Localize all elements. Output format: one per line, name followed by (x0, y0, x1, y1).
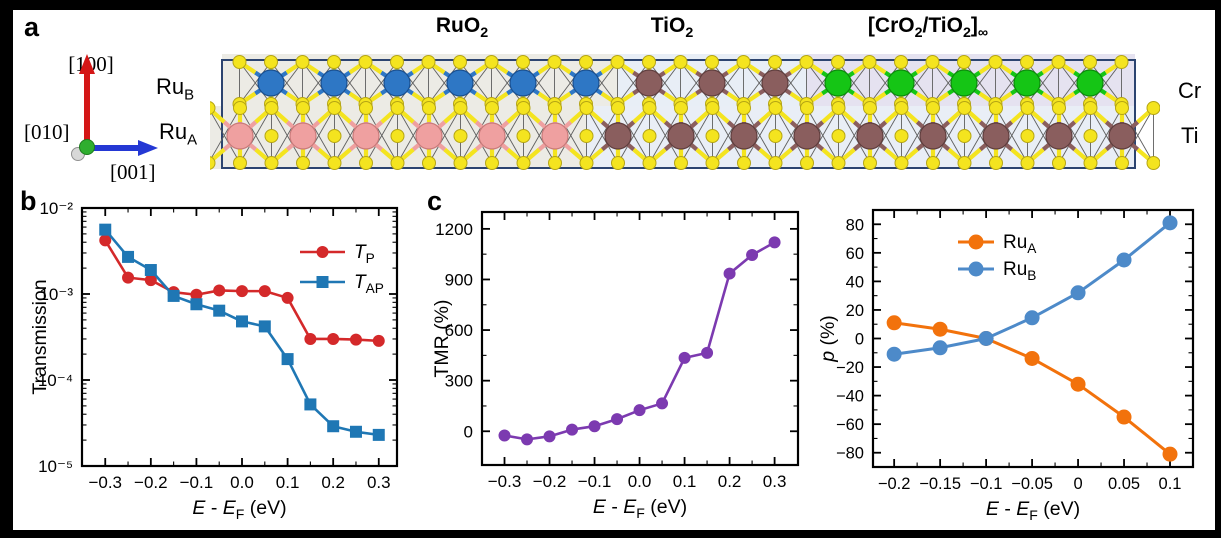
region-label-ruo2: RuO2 (435, 14, 489, 42)
svg-text:TAP: TAP (354, 272, 384, 296)
svg-text:10⁻²: 10⁻² (39, 199, 73, 218)
svg-text:−0.2: −0.2 (878, 475, 911, 493)
svg-text:−80: −80 (836, 445, 864, 463)
svg-text:p (%): p (%) (820, 315, 839, 363)
svg-text:E - EF (eV): E - EF (eV) (192, 497, 286, 522)
svg-text:0.1: 0.1 (673, 472, 697, 491)
svg-text:900: 900 (445, 270, 473, 289)
row-label-ti: Ti (1181, 123, 1199, 148)
svg-text:−0.15: −0.15 (919, 475, 961, 493)
svg-text:10⁻⁴: 10⁻⁴ (38, 371, 73, 390)
svg-text:0.1: 0.1 (276, 473, 300, 492)
crystal-structure-diagram (210, 54, 1160, 170)
svg-text:−0.1: −0.1 (180, 473, 214, 492)
svg-text:−0.1: −0.1 (578, 472, 612, 491)
svg-text:−0.3: −0.3 (88, 473, 122, 492)
svg-text:0.05: 0.05 (1108, 475, 1140, 493)
svg-text:TP: TP (354, 242, 375, 266)
svg-text:600: 600 (445, 321, 473, 340)
svg-text:−0.1: −0.1 (970, 475, 1003, 493)
crystal-axes-icon (71, 54, 158, 161)
transmission-chart: −0.3 −0.2 −0.1 0.0 0.1 0.2 0.3 10⁻⁵ 10⁻⁴ 10⁻³ 10⁻²… (30, 199, 399, 522)
svg-text:0: 0 (464, 422, 473, 441)
panel-c-letter: c (427, 186, 443, 216)
svg-text:1200: 1200 (435, 220, 473, 239)
svg-text:−40: −40 (836, 388, 864, 406)
svg-text:10⁻³: 10⁻³ (39, 285, 73, 304)
spin-polarization-chart: −0.2 −0.15 −0.1 −0.05 0 0.05 0.1 −80 −60 −40 −20 0 2… (820, 208, 1195, 523)
svg-text:40: 40 (846, 273, 864, 291)
svg-text:E - EF (eV): E - EF (eV) (986, 498, 1080, 523)
svg-text:80: 80 (846, 216, 864, 234)
row-label-cr: Cr (1178, 78, 1202, 103)
row-label-rua: RuA (159, 119, 198, 149)
svg-text:RuB: RuB (1003, 259, 1036, 283)
row-label-rub: RuB (156, 74, 195, 104)
svg-text:−60: −60 (836, 416, 864, 434)
svg-text:0.1: 0.1 (1159, 475, 1182, 493)
region-label-cro2-tio2: [CrO2/TiO2]∞ (867, 14, 989, 42)
svg-text:10⁻⁵: 10⁻⁵ (38, 457, 73, 476)
svg-text:−0.2: −0.2 (134, 473, 168, 492)
svg-text:−0.3: −0.3 (488, 472, 522, 491)
svg-text:0.2: 0.2 (718, 472, 742, 491)
svg-text:0.3: 0.3 (367, 473, 391, 492)
svg-text:20: 20 (846, 302, 864, 320)
panel-b-letter: b (20, 186, 37, 216)
svg-text:0: 0 (1073, 475, 1082, 493)
svg-text:0.0: 0.0 (230, 473, 254, 492)
svg-text:Transmission: Transmission (30, 279, 51, 394)
svg-text:E - EF (eV): E - EF (eV) (593, 496, 687, 521)
direction-label-010: [010] (24, 120, 70, 144)
svg-text:0.0: 0.0 (628, 472, 652, 491)
svg-text:60: 60 (846, 245, 864, 263)
svg-text:−20: −20 (836, 359, 864, 377)
region-label-tio2: TiO2 (650, 14, 694, 42)
svg-text:−0.2: −0.2 (533, 472, 567, 491)
svg-text:RuA: RuA (1003, 232, 1037, 256)
svg-text:TMR (%): TMR (%) (431, 300, 453, 378)
svg-text:0.3: 0.3 (763, 472, 787, 491)
tmr-chart: −0.3 −0.2 −0.1 0.0 0.1 0.2 0.3 0 300 600 900 1200 E … (431, 210, 800, 521)
svg-text:0.2: 0.2 (321, 473, 345, 492)
direction-label-001: [001] (110, 160, 156, 184)
svg-text:300: 300 (445, 372, 473, 391)
panel-a-letter: a (24, 12, 40, 42)
svg-text:0: 0 (855, 331, 864, 349)
svg-text:−0.05: −0.05 (1011, 475, 1053, 493)
